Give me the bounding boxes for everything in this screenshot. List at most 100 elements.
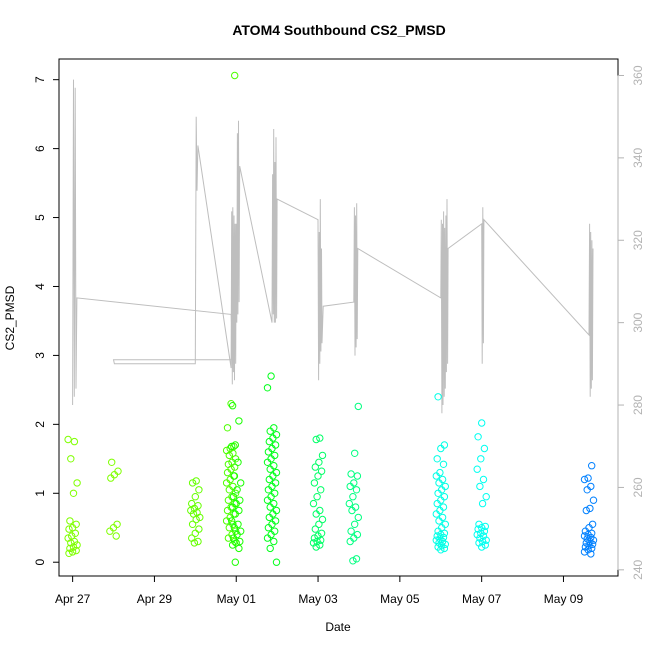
data-point bbox=[353, 472, 362, 480]
data-point bbox=[588, 462, 596, 470]
data-point bbox=[222, 479, 231, 487]
data-point bbox=[437, 546, 445, 554]
y-tick-label: 5 bbox=[33, 214, 47, 221]
data-point bbox=[311, 525, 319, 533]
data-point bbox=[345, 499, 353, 508]
data-point bbox=[224, 534, 233, 542]
y2-tick-label: 300 bbox=[631, 312, 645, 332]
data-point bbox=[312, 510, 320, 518]
y-tick-label: 2 bbox=[33, 421, 47, 428]
data-point bbox=[582, 506, 590, 515]
data-point bbox=[190, 539, 199, 547]
data-point bbox=[265, 437, 273, 446]
data-point bbox=[583, 486, 591, 494]
data-point bbox=[230, 442, 238, 451]
data-point bbox=[228, 442, 236, 451]
data-point bbox=[480, 444, 489, 453]
data-point bbox=[482, 536, 490, 544]
data-point bbox=[237, 479, 245, 487]
y2-tick-label: 360 bbox=[631, 65, 645, 85]
data-point bbox=[312, 435, 320, 444]
data-point bbox=[235, 417, 243, 425]
x-tick-label: Apr 27 bbox=[55, 592, 91, 606]
data-point bbox=[188, 499, 196, 508]
data-point bbox=[227, 400, 235, 408]
data-point bbox=[266, 465, 274, 473]
data-point bbox=[351, 520, 359, 528]
data-point bbox=[474, 433, 482, 441]
data-point bbox=[196, 513, 204, 522]
data-point bbox=[191, 493, 200, 501]
data-point bbox=[225, 486, 234, 494]
y-tick-label: 4 bbox=[33, 283, 47, 290]
data-point bbox=[271, 441, 280, 449]
data-point bbox=[266, 544, 274, 553]
plot-frame bbox=[58, 58, 619, 577]
data-point bbox=[70, 437, 79, 446]
data-point bbox=[479, 475, 488, 484]
data-point bbox=[317, 467, 326, 475]
data-point bbox=[270, 499, 278, 508]
data-point bbox=[317, 486, 325, 494]
data-point bbox=[478, 419, 486, 427]
data-point bbox=[353, 530, 362, 539]
data-point bbox=[441, 540, 449, 548]
data-point bbox=[580, 475, 589, 484]
data-point bbox=[195, 486, 203, 494]
data-point bbox=[267, 372, 275, 380]
data-point bbox=[588, 540, 597, 548]
data-point bbox=[229, 493, 238, 501]
data-point bbox=[69, 489, 78, 497]
data-point bbox=[314, 472, 322, 480]
data-point bbox=[234, 458, 242, 466]
data-point bbox=[352, 555, 361, 563]
data-point bbox=[481, 522, 489, 531]
data-point bbox=[263, 496, 272, 504]
y2-tick-label: 340 bbox=[631, 148, 645, 168]
data-point bbox=[588, 544, 596, 553]
y-axis-right: 240 260 280 300 320 340 360 bbox=[617, 65, 645, 580]
data-point bbox=[112, 532, 120, 540]
data-point bbox=[347, 527, 355, 535]
data-point bbox=[316, 541, 324, 549]
line-layer bbox=[72, 79, 594, 414]
data-point bbox=[192, 477, 200, 485]
data-point bbox=[318, 451, 327, 460]
data-point bbox=[192, 515, 200, 524]
data-point bbox=[310, 479, 319, 487]
data-point bbox=[235, 544, 243, 553]
x-tick-label: May 09 bbox=[544, 592, 584, 606]
data-point bbox=[315, 520, 323, 528]
data-point bbox=[188, 520, 197, 528]
data-point bbox=[223, 506, 232, 515]
y-tick-label: 6 bbox=[33, 145, 47, 152]
data-point bbox=[224, 496, 233, 504]
data-point bbox=[266, 427, 274, 435]
data-point bbox=[311, 463, 319, 471]
data-point bbox=[270, 462, 278, 470]
data-point bbox=[588, 529, 596, 537]
data-point bbox=[263, 534, 272, 542]
data-point bbox=[264, 448, 273, 456]
data-point bbox=[346, 482, 354, 491]
data-point bbox=[223, 468, 232, 477]
y-tick-label: 0 bbox=[33, 559, 47, 566]
data-point bbox=[434, 489, 442, 497]
data-point bbox=[437, 444, 445, 453]
data-point bbox=[272, 558, 281, 566]
data-point bbox=[188, 479, 197, 487]
data-point bbox=[265, 513, 273, 522]
data-point bbox=[348, 506, 356, 515]
data-point bbox=[108, 458, 116, 466]
data-point bbox=[263, 384, 272, 392]
data-point bbox=[349, 557, 357, 565]
y2-tick-label: 320 bbox=[631, 230, 645, 250]
data-point bbox=[438, 513, 447, 522]
y-tick-label: 1 bbox=[33, 490, 47, 497]
data-point bbox=[72, 546, 80, 555]
data-point bbox=[188, 534, 196, 542]
data-point bbox=[272, 506, 281, 515]
data-point bbox=[231, 558, 240, 566]
data-point bbox=[586, 504, 594, 513]
